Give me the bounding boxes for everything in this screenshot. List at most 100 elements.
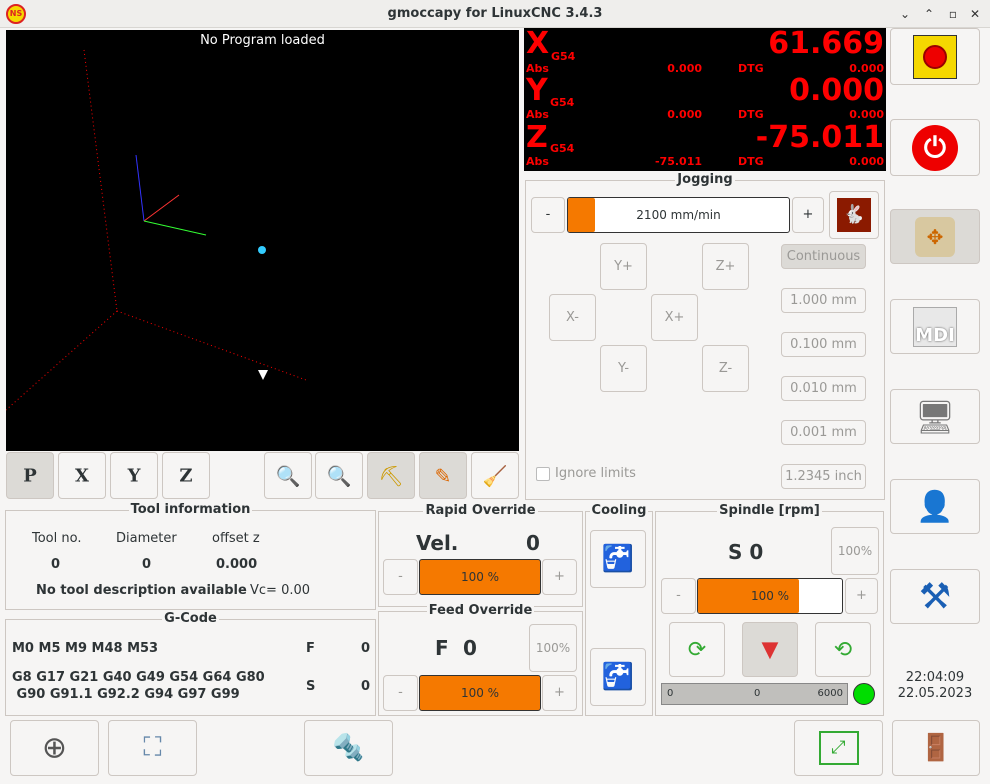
exit-button[interactable]: 🚪 <box>892 720 980 776</box>
rapid-plus-button[interactable]: + <box>542 559 577 595</box>
auto-computer-icon: 🖥 <box>914 397 956 436</box>
touch-off-button[interactable]: ⊕ <box>10 720 99 776</box>
preview-canvas[interactable]: No Program loaded <box>6 30 519 451</box>
zoom-out-button[interactable]: 🔍 <box>315 452 363 499</box>
active-gcodes: G8 G17 G21 G40 G49 G54 G64 G80 <box>12 670 265 685</box>
rapid-override-slider[interactable]: 100 % <box>419 559 541 595</box>
spindle-speed: S 0 <box>728 540 764 564</box>
feed-value: 0 <box>361 641 371 656</box>
spindle-reset-button[interactable]: 100% <box>831 527 879 575</box>
feed-override-slider[interactable]: 100 % <box>419 675 541 711</box>
tools-setup-button[interactable]: ⚒ <box>890 569 980 624</box>
jog-speed-plus-button[interactable]: + <box>792 197 824 233</box>
jog-y-minus-button[interactable]: Y- <box>600 345 647 392</box>
jog-speed-fill <box>568 198 595 232</box>
increment-inch[interactable]: 1.2345 inch <box>781 464 866 489</box>
view-x-button[interactable]: X <box>58 452 106 499</box>
flood-tap-icon: 🚰 <box>601 544 635 574</box>
spindle-minus-button[interactable]: - <box>661 578 696 614</box>
exit-door-icon: 🚪 <box>919 733 953 763</box>
crosshair-icon: ⊕ <box>41 730 68 766</box>
diameter-header: Diameter <box>116 531 177 546</box>
machine-power-button[interactable]: ⏻ <box>890 119 980 176</box>
gcode-frame: G-Code M0 M5 M9 M48 M53 F 0 G8 G17 G21 G… <box>5 611 376 716</box>
power-icon: ⏻ <box>912 124 958 171</box>
jog-x-minus-button[interactable]: X- <box>549 294 596 341</box>
view-p-button[interactable]: P <box>6 452 54 499</box>
feed-override-frame: Feed Override F 0 <box>378 603 583 716</box>
settings-button[interactable]: 👤 <box>890 479 980 534</box>
ignore-limits-checkbox[interactable] <box>536 467 550 481</box>
workpiece-icon: ⛶ <box>143 732 162 763</box>
offset-z-header: offset z <box>212 531 260 546</box>
program-status: No Program loaded <box>200 33 325 48</box>
clear-plot-button[interactable]: 🧹 <box>471 452 519 499</box>
fullscreen-button[interactable]: ⤢ <box>794 720 883 776</box>
tool-bit-icon: 🔩 <box>332 733 365 763</box>
jog-speed-minus-button[interactable]: - <box>531 197 565 233</box>
spindle-plus-button[interactable]: + <box>845 578 878 614</box>
turtle-rabbit-button[interactable]: 🐇 <box>829 191 879 239</box>
spindle-reverse-button[interactable]: ⟲ <box>815 622 871 677</box>
mdi-mode-button[interactable]: MDI <box>890 299 980 354</box>
clock-date: 22.05.2023 <box>897 686 973 701</box>
increment-1mm[interactable]: 1.000 mm <box>781 288 866 313</box>
clock-time: 22:04:09 <box>905 670 965 685</box>
manual-mode-button[interactable]: ✥ <box>890 209 980 264</box>
restore-icon[interactable]: ▫ <box>948 7 958 21</box>
feed-minus-button[interactable]: - <box>383 675 418 711</box>
flood-coolant-button[interactable]: 🚰 <box>590 530 646 588</box>
view-z-button[interactable]: Z <box>162 452 210 499</box>
jog-pad-icon: ✥ <box>915 216 955 257</box>
zoom-in-button[interactable]: 🔍 <box>264 452 312 499</box>
zoom-out-icon: 🔍 <box>326 463 352 488</box>
jog-z-plus-button[interactable]: Z+ <box>702 243 749 290</box>
spindle-speed-bar: 0 0 6000 <box>661 683 848 705</box>
rapid-override-frame: Rapid Override Vel. 0 <box>378 503 583 607</box>
close-icon[interactable]: ✕ <box>969 7 981 21</box>
tool-no-header: Tool no. <box>32 531 82 546</box>
spindle-stop-button[interactable]: ▼ <box>742 622 798 677</box>
feed-reset-button[interactable]: 100% <box>529 624 577 672</box>
spindle-forward-button[interactable]: ⟳ <box>669 622 725 677</box>
jog-z-minus-button[interactable]: Z- <box>702 345 749 392</box>
ignore-limits-label: Ignore limits <box>555 466 636 481</box>
jog-x-plus-button[interactable]: X+ <box>651 294 698 341</box>
minimize-icon[interactable]: ⌄ <box>899 7 911 21</box>
rapid-velocity: 0 <box>526 531 540 555</box>
diameter-value: 0 <box>142 557 152 572</box>
active-mcodes: M0 M5 M9 M48 M53 <box>12 641 159 656</box>
increment-0-1mm[interactable]: 0.100 mm <box>781 332 866 357</box>
mist-coolant-button[interactable]: 🚰 <box>590 648 646 706</box>
view-y-button[interactable]: Y <box>110 452 158 499</box>
tool-description: No tool description available <box>36 583 247 598</box>
maximize-icon[interactable]: ⌃ <box>923 7 935 21</box>
offset-z-value: 0.000 <box>216 557 258 572</box>
settings-user-icon: 👤 <box>916 489 954 524</box>
emergency-stop-button[interactable] <box>890 28 980 85</box>
rabbit-icon: 🐇 <box>837 198 871 232</box>
mist-tap-icon: 🚰 <box>601 662 635 692</box>
tool-path-view-button[interactable]: ⛏ <box>367 452 415 499</box>
broom-icon: 🧹 <box>482 463 508 488</box>
window-title: gmoccapy for LinuxCNC 3.4.3 <box>387 6 603 21</box>
tools-icon: ⚒ <box>918 576 952 617</box>
jogging-frame: Jogging <box>525 172 885 500</box>
increment-0-001mm[interactable]: 0.001 mm <box>781 420 866 445</box>
rapid-minus-button[interactable]: - <box>383 559 418 595</box>
spindle-override-slider[interactable]: 100 % <box>697 578 843 614</box>
increment-0-01mm[interactable]: 0.010 mm <box>781 376 866 401</box>
zero-button[interactable]: ⛶ <box>108 720 197 776</box>
title-bar: NS gmoccapy for LinuxCNC 3.4.3 ⌄ ⌃ ▫ ✕ <box>0 0 990 28</box>
fullscreen-icon: ⤢ <box>818 731 859 765</box>
jog-speed-slider[interactable]: 2100 mm/min <box>567 197 790 233</box>
active-gcodes-2: G90 G91.1 G92.2 G94 G97 G99 <box>12 687 240 702</box>
tool-no-value: 0 <box>51 557 61 572</box>
jog-y-plus-button[interactable]: Y+ <box>600 243 647 290</box>
feed-plus-button[interactable]: + <box>542 675 577 711</box>
show-path-button[interactable]: ✎ <box>419 452 467 499</box>
tool-button[interactable]: 🔩 <box>304 720 393 776</box>
increment-continuous[interactable]: Continuous <box>781 244 866 269</box>
auto-mode-button[interactable]: 🖥 <box>890 389 980 444</box>
tool-view-icon: ⛏ <box>378 463 404 488</box>
